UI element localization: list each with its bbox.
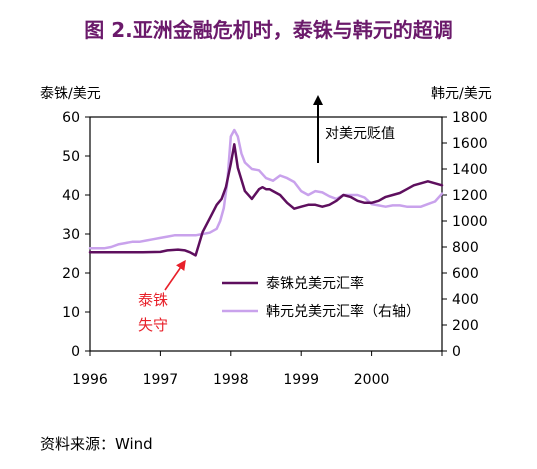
right-tick-label: 200	[452, 318, 479, 334]
depreciation-annotation: 对美元贬值	[325, 126, 395, 142]
right-tick-label: 600	[452, 266, 479, 282]
source-note: 资料来源：Wind	[40, 435, 153, 453]
legend: 泰铢兑美元汇率 韩元兑美元汇率（右轴）	[222, 275, 420, 320]
right-tick-label: 400	[452, 292, 479, 308]
right-tick-label: 1000	[452, 214, 488, 230]
legend-label-baht: 泰铢兑美元汇率	[266, 275, 364, 292]
series-line-won	[88, 128, 444, 250]
left-tick-label: 50	[62, 149, 80, 165]
right-axis-label: 韩元/美元	[431, 86, 492, 102]
right-axis-ticks: 0 200 400 600 800 1000 1200 1400 1600 1800	[442, 110, 488, 360]
x-axis-ticks: 1996 1997 1998 1999 2000	[72, 351, 443, 388]
right-tick-label: 1600	[452, 136, 488, 152]
legend-label-won: 韩元兑美元汇率（右轴）	[266, 303, 420, 320]
left-tick-label: 10	[62, 305, 80, 321]
x-tick-label: 1997	[143, 372, 179, 388]
right-tick-label: 0	[452, 344, 461, 360]
left-axis-label: 泰铢/美元	[40, 86, 101, 102]
series-line-baht	[88, 143, 444, 257]
left-tick-label: 0	[71, 344, 80, 360]
x-tick-label: 1998	[213, 372, 249, 388]
right-tick-label: 1200	[452, 188, 488, 204]
x-tick-label: 1999	[283, 372, 319, 388]
x-tick-label: 2000	[354, 372, 390, 388]
left-tick-label: 30	[62, 227, 80, 243]
series-layer	[88, 128, 444, 257]
left-tick-label: 60	[62, 110, 80, 126]
x-tick-label: 1996	[72, 372, 108, 388]
chart-title: 图 2.亚洲金融危机时，泰铢与韩元的超调	[84, 18, 453, 42]
baht-peg-annotation-line2: 失守	[138, 316, 168, 334]
right-tick-label: 800	[452, 240, 479, 256]
left-tick-label: 40	[62, 188, 80, 204]
plot-frame	[89, 116, 443, 352]
baht-peg-annotation-line1: 泰铢	[138, 291, 168, 309]
right-tick-label: 1400	[452, 162, 488, 178]
baht-peg-arrow	[164, 259, 186, 291]
left-tick-label: 20	[62, 266, 80, 282]
left-axis-ticks: 0 10 20 30 40 50 60	[62, 110, 90, 360]
right-tick-label: 1800	[452, 110, 488, 126]
